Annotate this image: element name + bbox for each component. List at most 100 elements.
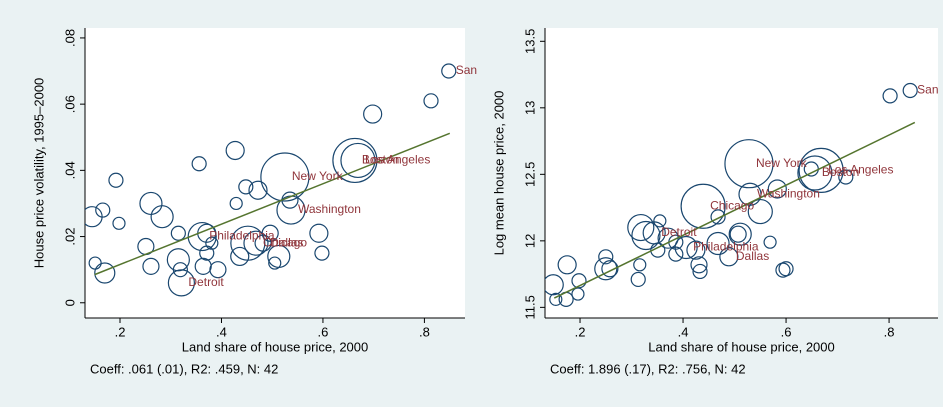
point-label: Chicago [263, 235, 307, 249]
bubble [674, 235, 698, 260]
bubble [633, 258, 647, 272]
bubble [268, 256, 282, 270]
point-label: Detroit [188, 275, 224, 289]
bubble [340, 142, 376, 179]
bubble [627, 213, 655, 242]
bubble [549, 292, 563, 306]
bubble [363, 104, 383, 124]
bubble [882, 88, 898, 104]
point-label: Los Angeles [365, 153, 430, 167]
bubble [94, 262, 116, 284]
bubble [170, 225, 186, 241]
bubble [167, 269, 195, 297]
note: Coeff: 1.896 (.17), R2: .756, N: 42 [550, 361, 746, 376]
bubble [838, 169, 854, 185]
point-label: San [456, 63, 477, 77]
bubble [332, 137, 378, 184]
bubble [142, 257, 160, 275]
point-label: San [917, 83, 938, 97]
point-label: Philadelphia [693, 240, 759, 254]
y-tick-label: .06 [62, 95, 77, 113]
y-tick-label: 13.5 [522, 29, 537, 54]
point-label: Washington [757, 186, 820, 200]
bubble [690, 256, 708, 274]
y-tick-label: 13 [522, 101, 537, 115]
x-tick-label: .4 [678, 324, 689, 339]
bubble [680, 183, 726, 229]
x-tick-label: .6 [781, 324, 792, 339]
y-axis-title: House price volatility, 1995–2000 [31, 78, 46, 269]
bubble [767, 179, 787, 199]
point-label: New York [292, 169, 344, 183]
point-label: Dallas [736, 249, 769, 263]
bubble [112, 216, 126, 230]
bubble [243, 230, 269, 256]
bubble [763, 235, 777, 249]
point-label: Boston [362, 153, 399, 167]
bubble [254, 234, 272, 252]
x-tick-label: .2 [575, 324, 586, 339]
bubble [187, 221, 217, 252]
y-tick-label: 12.5 [522, 162, 537, 187]
bubble [728, 222, 752, 246]
plot-area [85, 28, 465, 318]
y-tick-label: .08 [62, 29, 77, 47]
plot-content [85, 63, 457, 297]
bubble [423, 93, 439, 109]
bubble [95, 202, 111, 218]
bubble [260, 152, 310, 202]
fit-line [94, 132, 451, 276]
bubble [653, 214, 667, 228]
y-tick-label: .04 [62, 161, 77, 179]
bubble [686, 240, 706, 260]
point-label: Philadelphia [209, 229, 275, 243]
point-label: Detroit [661, 225, 697, 239]
x-tick-label: .2 [115, 324, 126, 339]
bubble [209, 261, 227, 279]
bubble [729, 225, 747, 243]
bubble [261, 224, 279, 242]
x-tick-label: .8 [419, 324, 430, 339]
bubble [230, 246, 250, 267]
point-label: Boston [822, 165, 859, 179]
bubble [797, 155, 833, 191]
x-tick-label: .6 [318, 324, 329, 339]
bubble [594, 257, 618, 281]
x-axis-title: Land share of house price, 2000 [182, 339, 368, 354]
bubble [747, 198, 773, 225]
x-tick-label: .8 [884, 324, 895, 339]
bubble [248, 180, 268, 200]
bubble [225, 140, 245, 161]
bubble [309, 223, 329, 243]
point-label: Washington [298, 202, 361, 216]
plot-area [545, 28, 938, 318]
bubble [150, 205, 174, 229]
fit-line [553, 121, 916, 299]
point-label: Los Angeles [828, 163, 893, 177]
y-tick-label: .02 [62, 228, 77, 246]
bubble [719, 247, 739, 267]
point-label: New York [756, 156, 808, 170]
x-axis-title: Land share of house price, 2000 [648, 339, 834, 354]
bubble [692, 263, 708, 280]
bubble [650, 242, 666, 258]
bubble [229, 196, 243, 211]
bubble [902, 82, 918, 99]
bubble [238, 179, 254, 195]
bubble [598, 249, 614, 265]
y-tick-label: 0 [62, 299, 77, 306]
point-label: Chicago [710, 198, 754, 212]
bubble [710, 209, 726, 225]
bubble [191, 156, 207, 172]
point-label: Dallas [270, 235, 303, 249]
y-axis-title: Log mean house price, 2000 [491, 91, 506, 256]
bubble [668, 246, 684, 262]
bubble [778, 261, 794, 277]
bubble [172, 262, 188, 278]
bubble [630, 271, 646, 288]
bubble [205, 236, 219, 250]
bubble [314, 245, 330, 261]
bubble [724, 139, 774, 189]
bubble [557, 255, 577, 275]
